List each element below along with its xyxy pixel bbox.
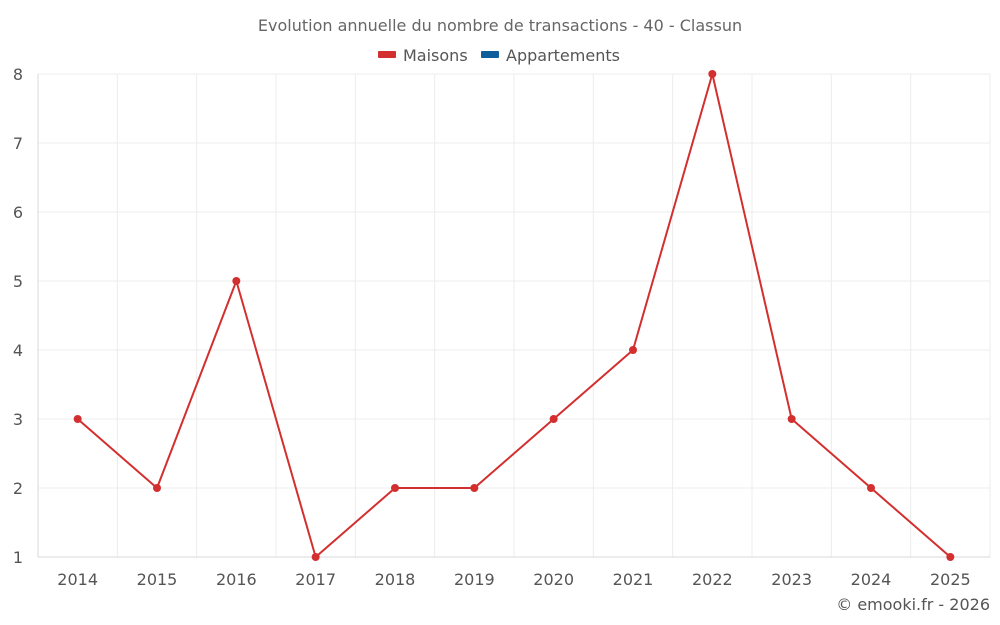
- legend-swatch-maisons: [378, 51, 396, 58]
- chart-axes: 1 2 3 4 5 6 7 8 2014 2015 2016 2017 2018 2019 2020 2021…: [13, 65, 990, 589]
- x-tick-label: 2018: [375, 570, 416, 589]
- y-tick-label: 3: [13, 410, 23, 429]
- x-tick-label: 2014: [57, 570, 98, 589]
- chart-series: [73, 70, 955, 561]
- data-point-maisons[interactable]: [311, 553, 320, 561]
- x-tick-label: 2025: [930, 570, 971, 589]
- data-point-maisons[interactable]: [867, 484, 875, 492]
- x-tick-label: 2015: [137, 570, 178, 589]
- data-point-maisons[interactable]: [787, 415, 796, 423]
- x-tick-label: 2021: [613, 570, 654, 589]
- data-point-maisons[interactable]: [391, 484, 399, 492]
- data-point-maisons[interactable]: [153, 484, 161, 492]
- data-point-maisons[interactable]: [946, 553, 955, 561]
- y-tick-label: 6: [13, 203, 23, 222]
- data-point-maisons[interactable]: [549, 415, 558, 423]
- legend-label-appartements[interactable]: Appartements: [506, 46, 620, 65]
- y-tick-label: 1: [13, 548, 23, 567]
- data-point-maisons[interactable]: [73, 415, 82, 423]
- legend-label-maisons[interactable]: Maisons: [403, 46, 468, 65]
- x-tick-label: 2019: [454, 570, 495, 589]
- chart-title: Evolution annuelle du nombre de transact…: [258, 16, 742, 35]
- x-tick-label: 2024: [851, 570, 892, 589]
- data-point-maisons[interactable]: [470, 484, 479, 492]
- chart-grid: [37, 73, 991, 558]
- data-point-maisons[interactable]: [629, 346, 637, 354]
- data-point-maisons[interactable]: [232, 277, 241, 285]
- y-tick-label: 5: [13, 272, 23, 291]
- data-point-maisons[interactable]: [708, 70, 717, 78]
- x-tick-label: 2017: [295, 570, 336, 589]
- x-tick-label: 2023: [771, 570, 812, 589]
- chart-legend: Maisons Appartements: [378, 46, 620, 65]
- y-tick-label: 8: [13, 65, 23, 84]
- y-tick-label: 4: [13, 341, 23, 360]
- series-line-maisons: [77, 73, 951, 558]
- x-tick-label: 2022: [692, 570, 733, 589]
- legend-swatch-appartements: [481, 51, 499, 58]
- chart-credit: © emooki.fr - 2026: [836, 595, 990, 614]
- x-tick-label: 2020: [533, 570, 574, 589]
- y-tick-label: 2: [13, 479, 23, 498]
- y-tick-label: 7: [13, 134, 23, 153]
- x-tick-label: 2016: [216, 570, 257, 589]
